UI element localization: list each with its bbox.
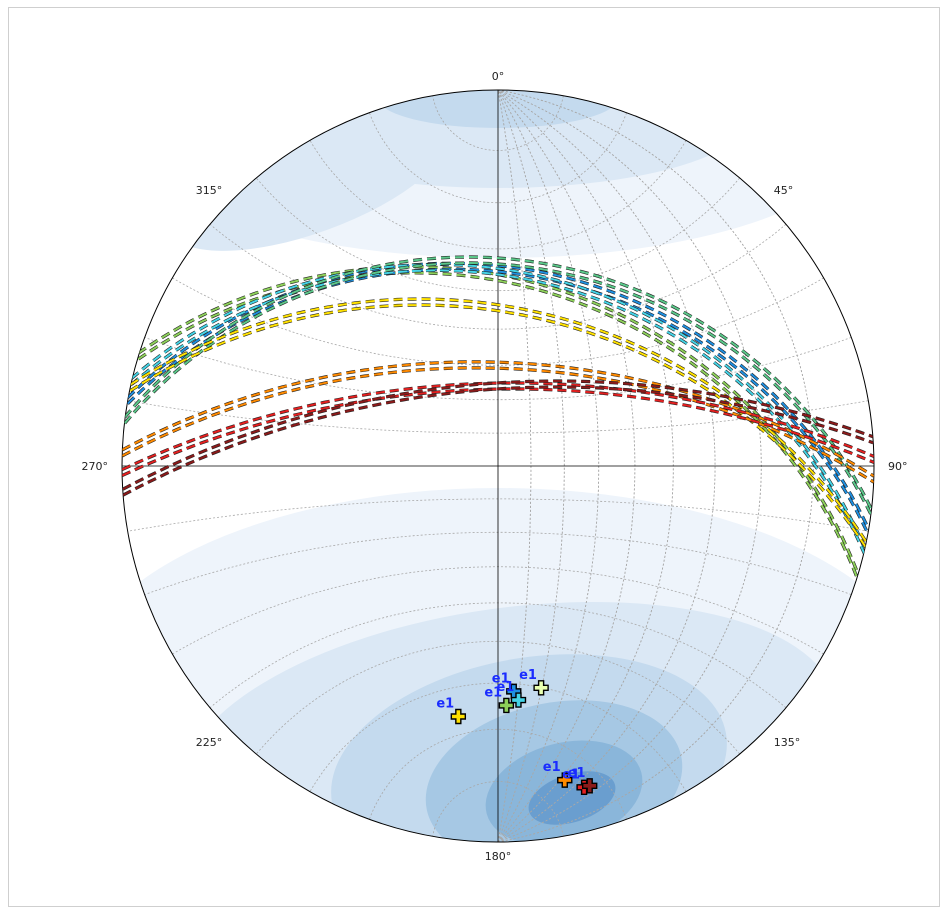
direction-label: 270°	[82, 460, 109, 473]
pole-label: e1	[543, 760, 561, 775]
direction-label: 225°	[196, 736, 223, 749]
pole-label: e1	[568, 766, 586, 781]
pole-label: e1	[519, 668, 537, 683]
direction-label: 0°	[492, 70, 505, 83]
direction-label: 45°	[774, 184, 794, 197]
pole-label: e1	[496, 680, 514, 695]
pole-label: e1	[436, 696, 454, 711]
direction-label: 90°	[888, 460, 908, 473]
direction-label: 180°	[485, 850, 512, 863]
direction-label: 315°	[196, 184, 223, 197]
direction-label: 135°	[774, 736, 801, 749]
figure-frame: e1 e1 e1 e1 e1 e1 e1 e1 0° 45° 90° 135° 180° 225° 270…	[8, 7, 940, 907]
